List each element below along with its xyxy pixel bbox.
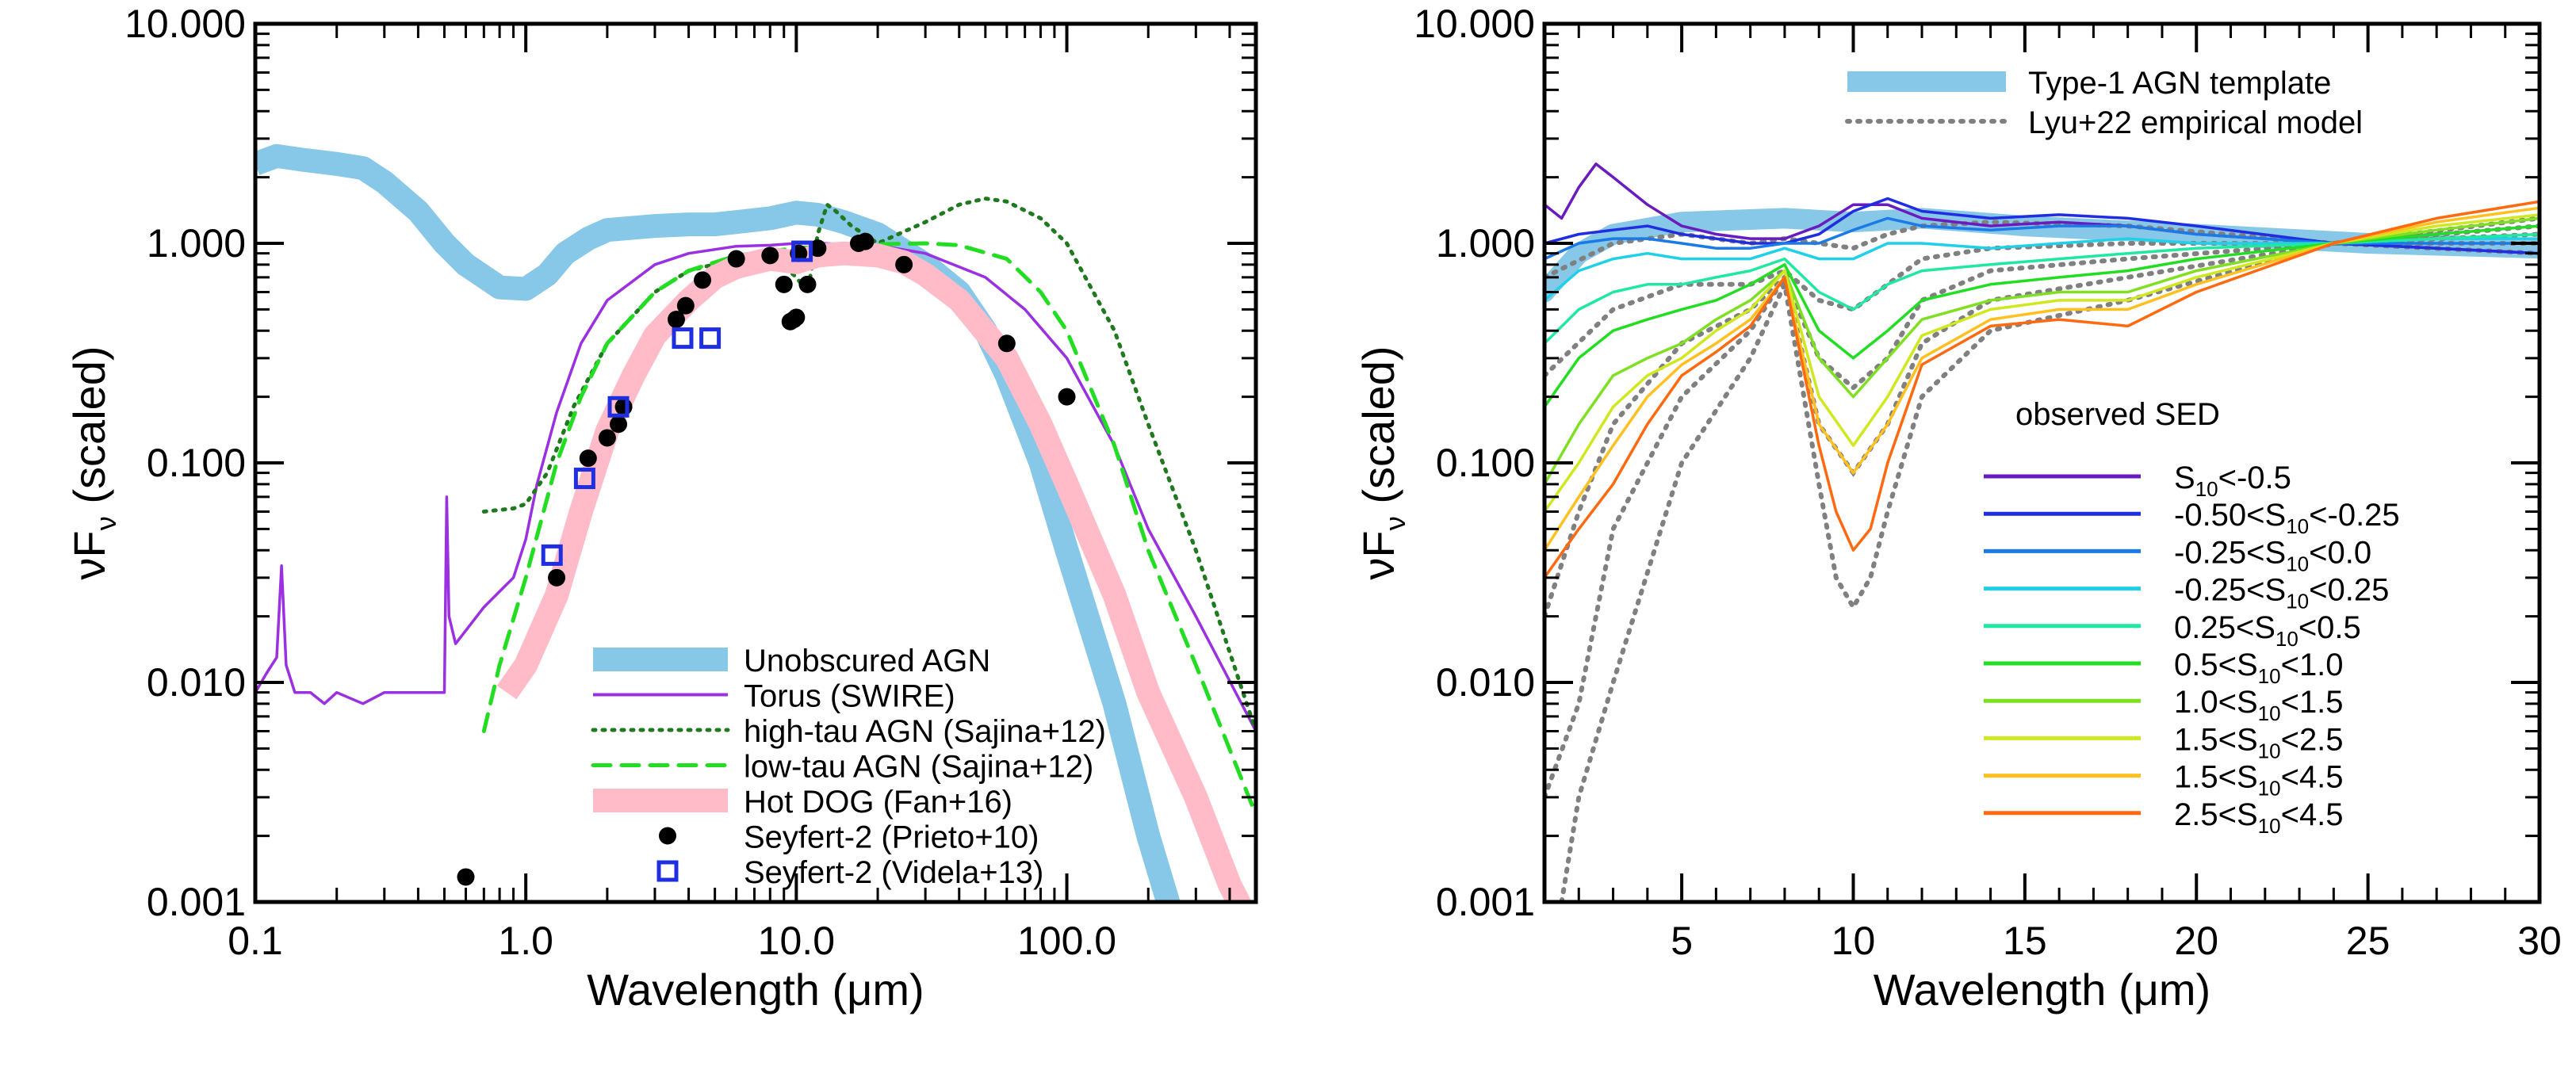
legend-label: 0.25<S10<0.5	[2174, 610, 2361, 651]
x-tick-label: 5	[1671, 919, 1693, 963]
x-axis-title: Wavelength (μm)	[587, 965, 924, 1015]
observed-sed-line-8	[1544, 213, 2540, 513]
prieto-point	[598, 429, 616, 447]
lyu22-model-line-5	[1559, 216, 2540, 902]
legend-label: low-tau AGN (Sajina+12)	[744, 750, 1093, 785]
observed-sed-line-5	[1544, 232, 2540, 345]
observed-sed-line-9	[1544, 206, 2540, 552]
videla-point	[791, 240, 813, 262]
y-tick-label: 1.000	[1436, 221, 1535, 266]
legend-label: Seyfert-2 (Videla+13)	[744, 855, 1043, 890]
x-axis-title: Wavelength (μm)	[1874, 965, 2210, 1015]
y-tick-label: 10.000	[124, 2, 246, 46]
legend-right-observed: observed SEDS10<-0.5-0.50<S10<-0.25-0.25…	[1984, 397, 2400, 838]
series-line-3	[481, 197, 1256, 733]
legend-label: Unobscured AGN	[744, 644, 990, 678]
prieto-point	[694, 271, 712, 289]
prieto-point	[614, 398, 633, 416]
prieto-point	[676, 296, 695, 315]
legend-label: Torus (SWIRE)	[744, 679, 955, 714]
observed-sed-line-2	[1544, 197, 2540, 255]
y-tick-label: 0.100	[1436, 441, 1535, 485]
videla-point	[672, 327, 694, 350]
y-tick-label: 0.010	[1436, 660, 1535, 705]
prieto-point	[775, 275, 793, 293]
videla-point	[607, 396, 630, 418]
y-axis-title: νFν (scaled)	[1353, 346, 1411, 579]
legend-right-top: Type-1 AGN template Lyu+22 empirical mode…	[1845, 66, 2363, 140]
x-tick-label: 10.0	[758, 919, 835, 963]
videla-point	[541, 544, 563, 566]
y-tick-label: 0.010	[147, 660, 246, 705]
legend-label: 1.0<S10<1.5	[2174, 685, 2344, 725]
plot-area	[255, 143, 1256, 902]
x-tick-label: 30	[2517, 919, 2562, 963]
legend-top-label: Lyu+22 empirical model	[2028, 105, 2363, 140]
prieto-point	[856, 232, 875, 250]
prieto-point	[997, 334, 1016, 353]
legend-marker-videla	[656, 860, 679, 882]
series-line-4	[481, 241, 1256, 817]
legend-title: observed SED	[2015, 397, 2220, 432]
x-tick-label: 25	[2346, 919, 2390, 963]
right-chart-panel: 0.001 0.010 0.100 1.000 10.000 5 10 15 20 25 30 Wav…	[1353, 2, 2562, 1015]
prieto-point	[667, 311, 685, 329]
observed-sed-line-10	[1544, 200, 2540, 579]
legend-marker-prieto	[659, 827, 676, 845]
prieto-point	[579, 449, 597, 468]
observed-sed-line-7	[1544, 216, 2540, 485]
left-chart-panel: 0.001 0.010 0.100 1.000 10.000 0.1 1.0 10.0 100.…	[64, 2, 1258, 1015]
y-tick-label: 0.001	[147, 880, 246, 924]
y-tick-label: 0.001	[1436, 880, 1535, 924]
videla-point	[699, 327, 722, 350]
prieto-point	[798, 275, 817, 293]
lyu22-model-line-3	[1544, 231, 2540, 619]
prieto-point	[895, 255, 913, 273]
observed-sed-line-3	[1544, 216, 2540, 261]
prieto-point	[1058, 388, 1076, 406]
legend-label: Hot DOG (Fan+16)	[744, 785, 1012, 820]
y-axis-title: νFν (scaled)	[64, 346, 122, 579]
legend-label: -0.50<S10<-0.25	[2174, 498, 2400, 538]
legend-top-label: Type-1 AGN template	[2028, 66, 2331, 101]
plot-frame	[1542, 21, 2542, 904]
prieto-point	[787, 308, 806, 327]
legend-label: S10<-0.5	[2174, 460, 2291, 501]
prieto-point	[727, 250, 745, 268]
legend-label: Seyfert-2 (Prieto+10)	[744, 820, 1039, 855]
x-tick-label: 20	[2174, 919, 2218, 963]
legend-label: -0.25<S10<0.25	[2174, 573, 2389, 613]
legend-label: 1.5<S10<4.5	[2174, 760, 2344, 801]
series-line-2	[255, 242, 1256, 732]
legend-label: high-tau AGN (Sajina+12)	[744, 714, 1106, 749]
legend-label: 2.5<S10<4.5	[2174, 797, 2344, 838]
plot-area	[1544, 162, 2540, 902]
y-tick-label: 0.100	[147, 441, 246, 485]
y-tick-label: 1.000	[147, 221, 246, 266]
legend-label: 1.5<S10<2.5	[2174, 722, 2344, 762]
y-tick-label: 10.000	[1414, 2, 1535, 46]
x-tick-label: 0.1	[228, 919, 283, 963]
prieto-point	[457, 868, 475, 886]
observed-sed-line-6	[1544, 224, 2540, 408]
videla-point	[573, 468, 595, 490]
x-tick-label: 100.0	[1017, 919, 1116, 963]
x-tick-label: 1.0	[498, 919, 553, 963]
prieto-point	[610, 415, 628, 434]
prieto-point	[761, 246, 779, 265]
x-tick-label: 10	[1832, 919, 1876, 963]
x-tick-label: 15	[2003, 919, 2047, 963]
legend-label: 0.5<S10<1.0	[2174, 648, 2344, 688]
observed-sed-line-4	[1544, 237, 2540, 302]
prieto-point	[809, 239, 827, 258]
legend-label: -0.25<S10<0.0	[2174, 535, 2371, 575]
prieto-point	[548, 568, 566, 587]
